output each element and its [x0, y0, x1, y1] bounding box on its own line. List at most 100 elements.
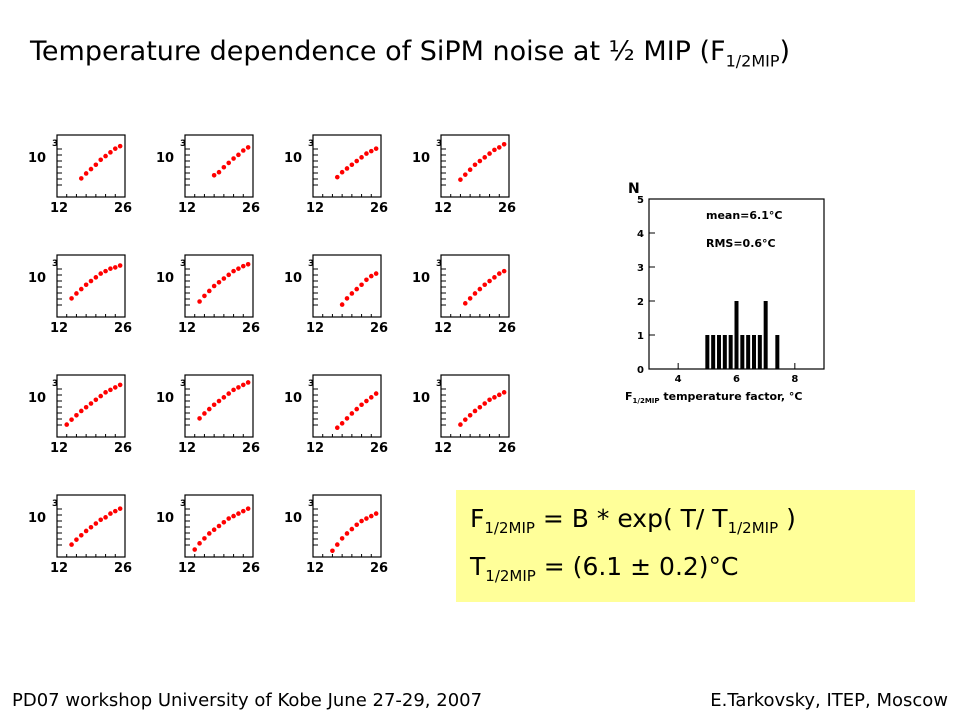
- scatter-point: [216, 169, 222, 175]
- y-tick-exponent: 3: [180, 139, 186, 149]
- scatter-point: [349, 162, 355, 168]
- scatter-point: [74, 291, 79, 296]
- scatter-panel-7: [312, 254, 382, 318]
- x-tick-label: 26: [370, 441, 388, 456]
- scatter-point: [349, 526, 355, 532]
- scatter-point: [88, 166, 94, 172]
- scatter-point: [83, 171, 89, 176]
- scatter-point: [117, 382, 123, 388]
- x-tick-label: 12: [306, 201, 324, 216]
- scatter-point: [93, 397, 99, 403]
- scatter-point: [487, 397, 492, 403]
- y-tick-exponent: 3: [180, 259, 186, 269]
- scatter-point: [240, 382, 246, 388]
- scatter-point: [197, 299, 202, 304]
- x-tick-label: 12: [306, 441, 324, 456]
- scatter-point: [501, 142, 507, 147]
- scatter-point: [364, 516, 369, 521]
- scatter-point: [344, 416, 350, 421]
- scatter-point: [112, 385, 118, 390]
- histogram-ylabel: N: [628, 181, 640, 197]
- scatter-point: [236, 266, 241, 271]
- scatter-point: [501, 268, 507, 274]
- histogram-bar: [757, 335, 762, 369]
- scatter-point: [477, 404, 483, 410]
- histogram-mean: mean=6.1°C: [706, 209, 783, 222]
- scatter-point: [359, 155, 364, 160]
- scatter-point: [221, 395, 227, 400]
- scatter-point: [93, 521, 99, 526]
- scatter-point: [359, 282, 364, 288]
- x-tick-label: 12: [306, 321, 324, 336]
- scatter-point: [373, 511, 379, 516]
- scatter-point: [368, 273, 374, 279]
- histogram-y-tick-label: 0: [637, 365, 644, 376]
- scatter-point: [202, 536, 207, 541]
- scatter-point: [231, 268, 236, 274]
- scatter-point: [88, 278, 94, 284]
- histogram-bar: [746, 335, 751, 369]
- x-tick-label: 26: [242, 441, 260, 456]
- y-tick-label: 10: [284, 391, 302, 406]
- scatter-point: [192, 547, 198, 552]
- histogram-xlabel: F1/2MIP temperature factor, °C: [625, 390, 803, 406]
- y-tick-exponent: 3: [436, 139, 442, 149]
- x-tick-label: 12: [50, 441, 68, 456]
- scatter-point: [226, 516, 232, 521]
- scatter-point: [117, 263, 123, 268]
- x-tick-label: 26: [114, 441, 132, 456]
- histogram-bar: [775, 335, 780, 369]
- scatter-point: [359, 402, 364, 408]
- scatter-panel-12: [440, 374, 510, 438]
- y-tick-label: 10: [284, 271, 302, 286]
- panel-frame: [184, 494, 254, 558]
- panel-frame: [56, 134, 126, 198]
- scatter-point: [501, 390, 507, 395]
- y-tick-label: 10: [28, 151, 46, 166]
- histogram-bar: [740, 335, 745, 369]
- scatter-point: [462, 301, 468, 306]
- scatter-point: [74, 413, 79, 418]
- scatter-panel-9: [56, 374, 126, 438]
- scatter-point: [477, 286, 483, 292]
- scatter-point: [373, 391, 379, 396]
- scatter-point: [368, 395, 374, 400]
- scatter-point: [368, 513, 374, 519]
- scatter-point: [482, 401, 488, 406]
- scatter-point: [334, 174, 340, 180]
- scatter-point: [245, 506, 251, 511]
- scatter-point: [472, 291, 478, 296]
- panel-frame: [440, 374, 510, 438]
- y-tick-label: 10: [28, 271, 46, 286]
- scatter-point: [69, 417, 74, 422]
- x-tick-label: 26: [114, 201, 132, 216]
- scatter-point: [364, 277, 369, 283]
- panel-frame: [312, 134, 382, 198]
- scatter-point: [221, 276, 227, 281]
- x-tick-label: 12: [178, 441, 196, 456]
- scatter-point: [78, 176, 84, 181]
- scatter-point: [354, 522, 360, 528]
- scatter-point: [206, 288, 212, 294]
- histogram-bar: [711, 335, 716, 369]
- scatter-point: [339, 169, 345, 175]
- panel-frame: [184, 374, 254, 438]
- histogram: [648, 198, 825, 370]
- scatter-point: [197, 541, 202, 546]
- scatter-point: [496, 392, 502, 398]
- x-tick-label: 12: [50, 201, 68, 216]
- scatter-point: [472, 408, 478, 414]
- x-tick-label: 12: [50, 321, 68, 336]
- scatter-point: [359, 518, 364, 524]
- histogram-x-tick-label: 8: [791, 374, 798, 385]
- scatter-point: [93, 162, 99, 168]
- x-tick-label: 26: [242, 561, 260, 576]
- scatter-point: [103, 268, 108, 274]
- scatter-point: [245, 262, 251, 267]
- scatter-point: [231, 156, 236, 161]
- scatter-point: [226, 391, 232, 396]
- scatter-point: [458, 422, 463, 427]
- scatter-point: [88, 401, 94, 406]
- scatter-point: [103, 515, 108, 520]
- formula-box: F1/2MIP = B * exp( T/ T1/2MIP ) T1/2MIP …: [456, 490, 915, 602]
